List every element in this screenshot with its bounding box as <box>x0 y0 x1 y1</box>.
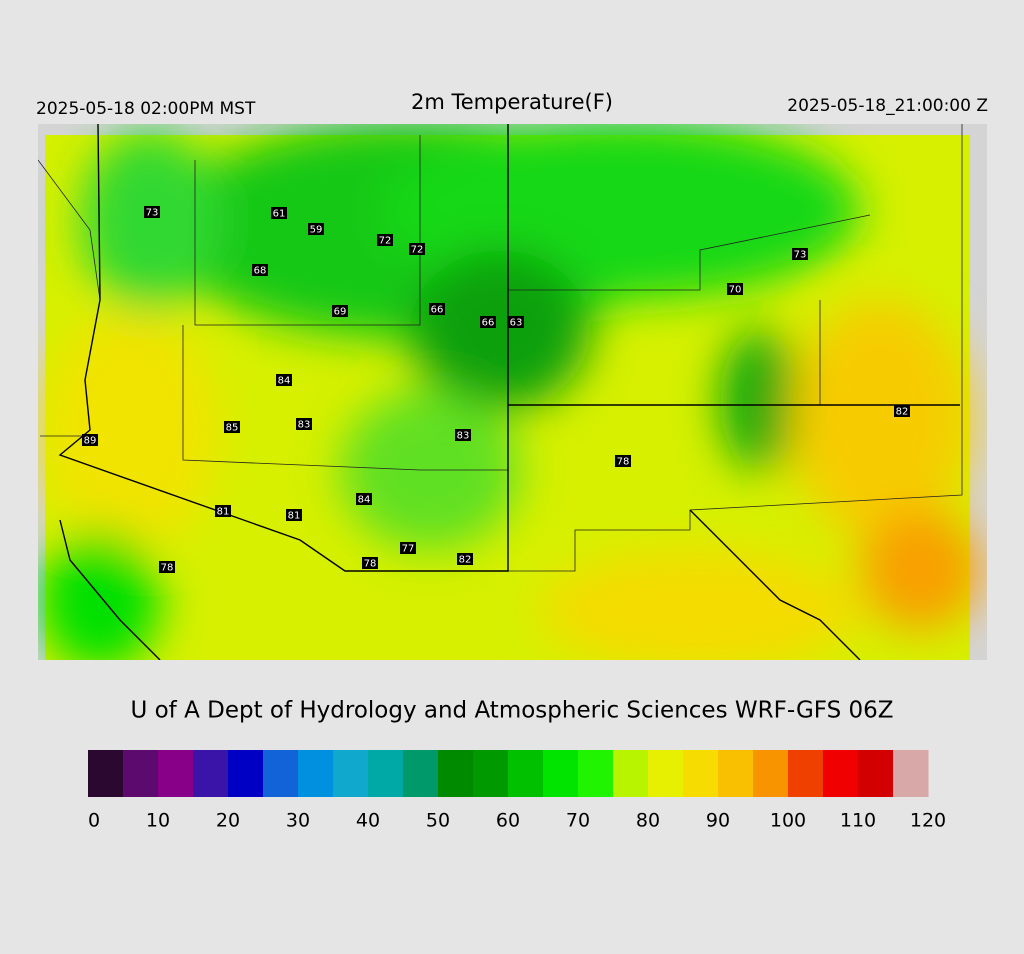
colorbar-swatch <box>368 750 404 797</box>
station-value: 73 <box>146 208 159 219</box>
colorbar-swatch <box>88 750 124 797</box>
station-value: 81 <box>217 507 230 518</box>
colorbar-swatch <box>893 750 929 797</box>
colorbar-swatch <box>788 750 824 797</box>
colorbar-swatch <box>543 750 579 797</box>
station-value: 77 <box>402 544 415 555</box>
station-value: 68 <box>254 266 267 277</box>
colorbar-swatch <box>438 750 474 797</box>
station-box <box>455 429 471 441</box>
colorbar-swatch <box>508 750 544 797</box>
station-value: 59 <box>310 225 323 236</box>
colorbar-tick-label: 80 <box>636 810 660 832</box>
station-box <box>252 264 268 276</box>
valid-time: 2025-05-18_21:00:00 Z <box>787 96 988 116</box>
colorbar-tick-label: 60 <box>496 810 520 832</box>
colorbar-swatch <box>578 750 614 797</box>
colorbar-tick-label: 70 <box>566 810 590 832</box>
station-box <box>362 557 378 569</box>
colorbar-tick-label: 40 <box>356 810 380 832</box>
station-value: 81 <box>288 511 301 522</box>
colorbar-swatch <box>333 750 369 797</box>
state-borders <box>58 124 960 660</box>
station-box <box>276 374 292 386</box>
station-box <box>792 248 808 260</box>
colorbar-tick-label: 10 <box>146 810 170 832</box>
station-box <box>308 223 324 235</box>
station-box <box>457 553 473 565</box>
colorbar-swatch <box>753 750 789 797</box>
local-time: 2025-05-18 02:00PM MST <box>36 99 256 119</box>
colorbar-swatch <box>473 750 509 797</box>
station-box <box>409 243 425 255</box>
station-value: 78 <box>617 457 630 468</box>
colorbar-tick-label: 120 <box>910 810 946 832</box>
station-box <box>271 207 287 219</box>
station-box <box>296 418 312 430</box>
colorbar-swatch <box>158 750 194 797</box>
colorbar-swatch <box>823 750 859 797</box>
credit: U of A Dept of Hydrology and Atmospheric… <box>130 698 893 724</box>
colorbar-swatch <box>613 750 649 797</box>
colorbar-swatch <box>403 750 439 797</box>
station-value: 78 <box>364 559 377 570</box>
colorbar-swatch <box>193 750 229 797</box>
station-value: 63 <box>510 318 523 329</box>
station-value: 84 <box>358 495 371 506</box>
station-box <box>286 509 302 521</box>
station-value: 61 <box>273 209 286 220</box>
colorbar-tick-label: 90 <box>706 810 730 832</box>
station-box <box>82 434 98 446</box>
station-value: 66 <box>482 318 495 329</box>
colorbar-swatch <box>718 750 754 797</box>
station-value: 78 <box>161 563 174 574</box>
colorbar-tick-label: 50 <box>426 810 450 832</box>
colorbar-swatch <box>228 750 264 797</box>
station-labels: 73 61 59 72 72 68 69 66 66 63 73 70 84 85 83 83 82 89 78 84… <box>82 206 910 574</box>
station-value: 85 <box>226 423 239 434</box>
colorbar-swatch <box>263 750 299 797</box>
colorbar-swatch <box>298 750 334 797</box>
station-box <box>377 234 393 246</box>
station-box <box>727 283 743 295</box>
station-box <box>159 561 175 573</box>
colorbar-tick-label: 100 <box>770 810 806 832</box>
colorbar-tick-label: 30 <box>286 810 310 832</box>
station-box <box>615 455 631 467</box>
station-box <box>144 206 160 218</box>
station-box <box>215 505 231 517</box>
station-value: 89 <box>84 436 97 447</box>
station-value: 84 <box>278 376 291 387</box>
colorbar-swatch <box>648 750 684 797</box>
colorbar-tick-label: 110 <box>840 810 876 832</box>
station-value: 82 <box>459 555 472 566</box>
station-box <box>356 493 372 505</box>
station-box <box>332 305 348 317</box>
station-value: 73 <box>794 250 807 261</box>
station-box <box>894 405 910 417</box>
station-box <box>224 421 240 433</box>
station-value: 66 <box>431 305 444 316</box>
map <box>38 124 987 660</box>
colorbar-tick-label: 20 <box>216 810 240 832</box>
station-box <box>400 542 416 554</box>
colorbar: 0 10 20 30 40 50 60 70 80 90 100 110 120 <box>88 750 946 832</box>
station-box <box>429 303 445 315</box>
station-value: 70 <box>729 285 742 296</box>
station-value: 72 <box>411 245 424 256</box>
station-value: 82 <box>896 407 909 418</box>
station-value: 83 <box>457 431 470 442</box>
map-title: 2m Temperature(F) <box>411 90 613 114</box>
colorbar-swatch <box>123 750 159 797</box>
station-value: 83 <box>298 420 311 431</box>
colorbar-swatch <box>858 750 894 797</box>
station-box <box>508 316 524 328</box>
station-value: 69 <box>334 307 347 318</box>
station-box <box>480 316 496 328</box>
colorbar-tick-label: 0 <box>88 810 100 832</box>
colorbar-swatch <box>683 750 719 797</box>
station-value: 72 <box>379 236 392 247</box>
